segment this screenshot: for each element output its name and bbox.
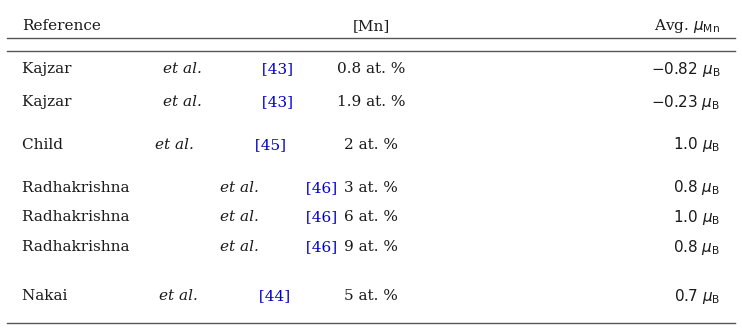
Text: 0.8 at. %: 0.8 at. % [337,62,405,76]
Text: Radhakrishna: Radhakrishna [22,210,134,224]
Text: 2 at. %: 2 at. % [344,138,398,152]
Text: $0.8\ \mu_{\mathrm{B}}$: $0.8\ \mu_{\mathrm{B}}$ [673,178,720,197]
Text: [43]: [43] [257,95,293,109]
Text: $-0.23\ \mu_{\mathrm{B}}$: $-0.23\ \mu_{\mathrm{B}}$ [651,93,720,112]
Text: $0.7\ \mu_{\mathrm{B}}$: $0.7\ \mu_{\mathrm{B}}$ [674,287,720,306]
Text: $1.0\ \mu_{\mathrm{B}}$: $1.0\ \mu_{\mathrm{B}}$ [673,208,720,227]
Text: [44]: [44] [254,289,290,303]
Text: 1.9 at. %: 1.9 at. % [337,95,405,109]
Text: 5 at. %: 5 at. % [344,289,398,303]
Text: 3 at. %: 3 at. % [344,181,398,195]
Text: Avg. $\mu_{\mathrm{Mn}}$: Avg. $\mu_{\mathrm{Mn}}$ [654,17,720,35]
Text: $0.8\ \mu_{\mathrm{B}}$: $0.8\ \mu_{\mathrm{B}}$ [673,238,720,256]
Text: Child: Child [22,138,68,152]
Text: Reference: Reference [22,19,101,33]
Text: 9 at. %: 9 at. % [344,240,398,254]
Text: [46]: [46] [301,181,337,195]
Text: Radhakrishna: Radhakrishna [22,181,134,195]
Text: et al.: et al. [220,181,259,195]
Text: Kajzar: Kajzar [22,62,76,76]
Text: [45]: [45] [251,138,286,152]
Text: et al.: et al. [220,210,259,224]
Text: [46]: [46] [301,240,337,254]
Text: 6 at. %: 6 at. % [344,210,398,224]
Text: Radhakrishna: Radhakrishna [22,240,134,254]
Text: et al.: et al. [154,138,194,152]
Text: Nakai: Nakai [22,289,72,303]
Text: $1.0\ \mu_{\mathrm{B}}$: $1.0\ \mu_{\mathrm{B}}$ [673,135,720,155]
Text: Kajzar: Kajzar [22,95,76,109]
Text: et al.: et al. [159,289,197,303]
Text: $-0.82\ \mu_{\mathrm{B}}$: $-0.82\ \mu_{\mathrm{B}}$ [651,60,720,79]
Text: [43]: [43] [257,62,293,76]
Text: et al.: et al. [220,240,259,254]
Text: [Mn]: [Mn] [352,19,390,33]
Text: et al.: et al. [163,95,202,109]
Text: [46]: [46] [301,210,337,224]
Text: et al.: et al. [163,62,202,76]
